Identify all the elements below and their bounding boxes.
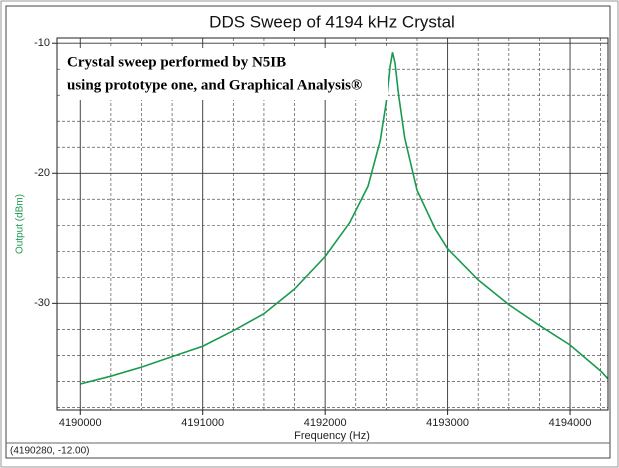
x-tick-label: 4190000 bbox=[59, 417, 102, 429]
x-tick-label: 4192000 bbox=[304, 417, 347, 429]
x-tick-label: 4191000 bbox=[181, 417, 224, 429]
annotation: Crystal sweep performed by N5IB bbox=[67, 54, 286, 70]
status-text: (4190280, -12.00) bbox=[10, 446, 90, 457]
y-tick-label: -30 bbox=[34, 297, 50, 309]
annotation-box bbox=[62, 48, 388, 100]
x-axis-label: Frequency (Hz) bbox=[294, 430, 370, 442]
data-line bbox=[80, 52, 608, 385]
plot-frame bbox=[56, 37, 609, 411]
annotation: using prototype one, and Graphical Analy… bbox=[67, 77, 362, 93]
chart-title: DDS Sweep of 4194 kHz Crystal bbox=[209, 12, 455, 31]
y-tick-label: -10 bbox=[34, 37, 50, 49]
graph-frame bbox=[5, 5, 611, 459]
y-axis-label: Output (dBm) bbox=[15, 194, 26, 254]
x-tick-label: 4194000 bbox=[549, 417, 592, 429]
y-tick-label: -20 bbox=[34, 167, 50, 179]
x-tick-label: 4193000 bbox=[426, 417, 469, 429]
